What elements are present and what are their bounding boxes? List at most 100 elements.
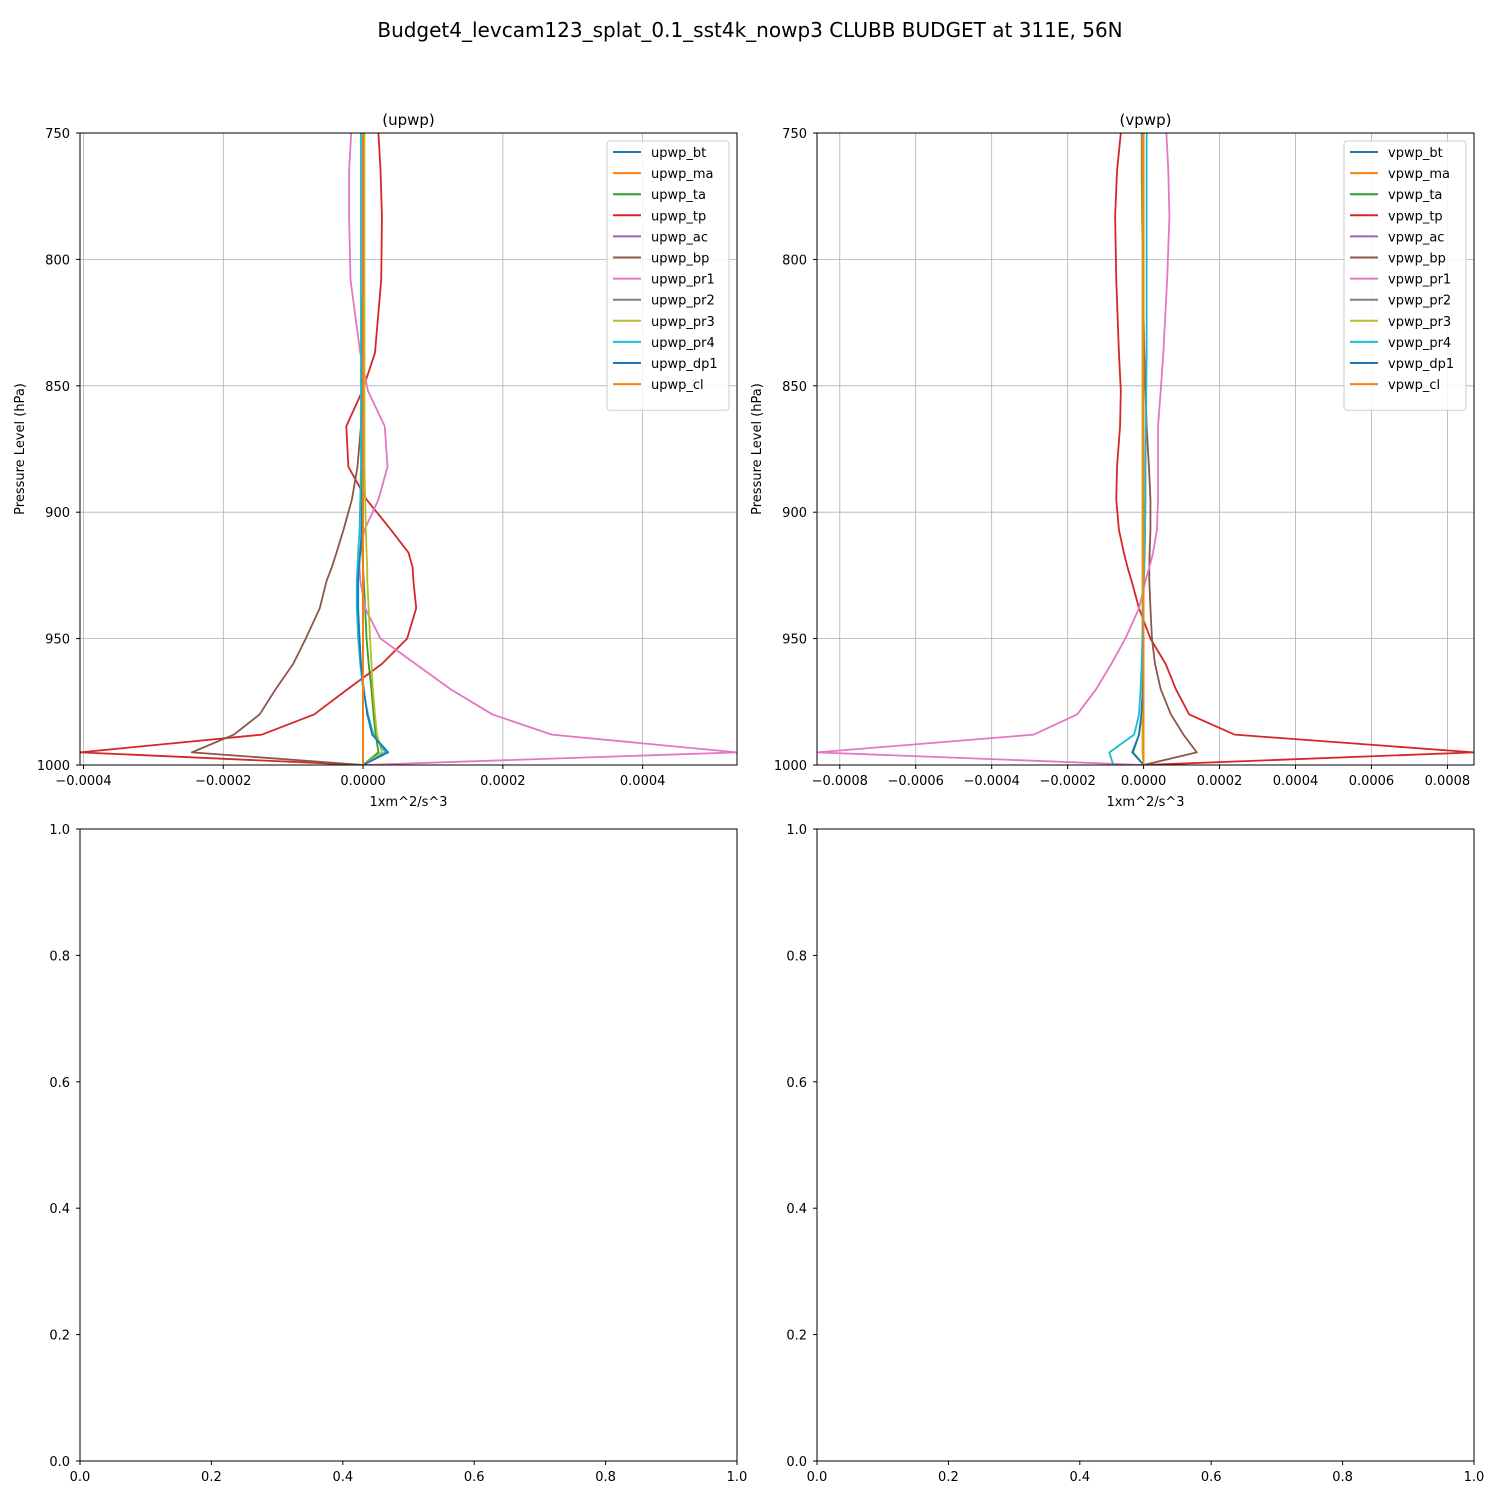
legend: upwp_bt upwp_ma upwp_ta upwp_tp upwp_ac upwp_… (606, 140, 730, 411)
y-tick-label: 1000 (774, 759, 807, 774)
x-tick-label: 0.0 (807, 1470, 828, 1485)
y-tick-label: 950 (45, 633, 70, 648)
x-tick-label: 0.0004 (1273, 774, 1319, 789)
y-tick-label: 0.8 (786, 949, 807, 964)
axes-title: (upwp) (382, 111, 435, 129)
x-tick-label: 0.2 (201, 1470, 222, 1485)
x-tick-label: 0.4 (332, 1470, 353, 1485)
x-tick-label: 0.4 (1069, 1470, 1090, 1485)
series-line-vpwp_tp (1114, 133, 1474, 765)
y-tick-label: 1.0 (786, 823, 807, 838)
y-tick-label: 0.4 (786, 1202, 807, 1217)
legend-label: upwp_ma (651, 167, 714, 182)
legend-label: vpwp_pr2 (1388, 294, 1451, 309)
legend-label: vpwp_dp1 (1388, 357, 1454, 372)
series-group (817, 133, 1474, 765)
series-line-upwp_bp (190, 133, 364, 765)
legend-label: vpwp_ta (1388, 188, 1442, 203)
legend-label: upwp_bp (651, 252, 709, 267)
legend-label: vpwp_ac (1388, 230, 1444, 245)
x-tick-label: −0.0004 (963, 774, 1019, 789)
legend-label: vpwp_tp (1388, 209, 1443, 224)
x-tick-label: 0.0004 (620, 774, 666, 789)
y-tick-label: 800 (782, 253, 807, 268)
axes-frame (816, 828, 1475, 1462)
y-tick-label: 0.4 (49, 1202, 70, 1217)
x-tick-label: −0.0002 (1039, 774, 1095, 789)
x-tick-label: 0.0000 (1121, 774, 1167, 789)
y-tick-label: 0.0 (49, 1455, 70, 1470)
y-tick-label: 900 (45, 506, 70, 521)
legend-label: upwp_pr4 (651, 336, 715, 351)
x-tick-label: −0.0002 (195, 774, 251, 789)
series-line-upwp_pr3 (362, 133, 383, 765)
x-tick-label: 0.0002 (1197, 774, 1243, 789)
series-line-vpwp_pr1 (817, 133, 1171, 765)
y-tick-label: 1.0 (49, 823, 70, 838)
legend-label: vpwp_bp (1388, 252, 1446, 267)
y-tick-label: 950 (782, 633, 807, 648)
axes-2: −0.0008 −0.0006 −0.0004 −0.0002 0.0000 0.0002… (750, 111, 1475, 810)
x-tick-label: 1.0 (727, 1470, 748, 1485)
x-tick-label: 1.0 (1464, 1470, 1485, 1485)
y-tick-label: 850 (45, 380, 70, 395)
axes-frame (79, 132, 738, 766)
figure-title: Budget4_levcam123_splat_0.1_sst4k_nowp3 … (377, 18, 1122, 42)
axes-title: (vpwp) (1120, 111, 1172, 129)
y-tick-label: 750 (782, 127, 807, 142)
axes-frame (816, 132, 1475, 766)
x-tick-label: 0.0000 (340, 774, 386, 789)
legend-frame (606, 140, 730, 411)
legend-label: upwp_pr2 (651, 294, 715, 309)
legend-label: upwp_ta (651, 188, 706, 203)
axes-frame (79, 828, 738, 1462)
x-tick-label: 0.0002 (480, 774, 526, 789)
y-tick-label: 0.6 (786, 1076, 807, 1091)
legend-label: upwp_dp1 (651, 357, 718, 372)
axes-4: 0.0 0.2 0.4 0.6 0.8 1.0 0.0 0.2 0.4 0.6 0.8 1.0 (786, 823, 1484, 1485)
axes-3: 0.0 0.2 0.4 0.6 0.8 1.0 0.0 0.2 0.4 0.6 0.8 1.0 (49, 823, 747, 1485)
axes-layer: −0.0004 −0.0002 0.0000 0.0002 0.0004 750 800 85… (13, 111, 1484, 1485)
y-tick-label: 900 (782, 506, 807, 521)
y-tick-label: 0.6 (49, 1076, 70, 1091)
legend-label: upwp_ac (651, 230, 708, 245)
legend-frame (1343, 140, 1467, 411)
y-tick-label: 850 (782, 380, 807, 395)
y-tick-label: 0.0 (786, 1455, 807, 1470)
y-tick-label: 750 (45, 127, 70, 142)
y-axis-label: Pressure Level (hPa) (750, 383, 765, 515)
legend-label: vpwp_cl (1388, 378, 1440, 393)
x-tick-label: 0.8 (595, 1470, 616, 1485)
x-tick-label: 0.0 (70, 1470, 91, 1485)
legend-label: vpwp_bt (1388, 146, 1443, 161)
x-tick-label: 0.6 (464, 1470, 485, 1485)
x-tick-label: 0.8 (1332, 1470, 1353, 1485)
series-line-upwp_tp (80, 133, 418, 765)
y-tick-label: 800 (45, 253, 70, 268)
x-axis-label: 1xm^2/s^3 (1106, 795, 1184, 810)
series-line-vpwp_pr4 (1108, 133, 1148, 765)
legend-label: upwp_bt (651, 146, 706, 161)
legend-label: vpwp_pr4 (1388, 336, 1451, 351)
x-tick-label: −0.0008 (812, 774, 868, 789)
legend-label: vpwp_pr1 (1388, 273, 1451, 288)
x-tick-label: 0.6 (1201, 1470, 1222, 1485)
legend-label: upwp_pr3 (651, 315, 715, 330)
y-tick-label: 0.2 (49, 1329, 70, 1344)
x-tick-label: 0.0006 (1349, 774, 1395, 789)
series-group (80, 133, 737, 765)
y-axis-label: Pressure Level (hPa) (13, 383, 28, 515)
legend-label: vpwp_pr3 (1388, 315, 1451, 330)
legend-label: upwp_pr1 (651, 273, 715, 288)
y-tick-label: 0.2 (786, 1329, 807, 1344)
legend-label: upwp_tp (651, 209, 706, 224)
x-tick-label: −0.0006 (888, 774, 944, 789)
x-axis-label: 1xm^2/s^3 (369, 795, 447, 810)
x-tick-label: 0.2 (938, 1470, 959, 1485)
x-tick-label: 0.0008 (1425, 774, 1471, 789)
legend-label: vpwp_ma (1388, 167, 1450, 182)
x-tick-label: −0.0004 (55, 774, 111, 789)
axes-1: −0.0004 −0.0002 0.0000 0.0002 0.0004 750 800 85… (13, 111, 738, 810)
y-tick-label: 0.8 (49, 949, 70, 964)
